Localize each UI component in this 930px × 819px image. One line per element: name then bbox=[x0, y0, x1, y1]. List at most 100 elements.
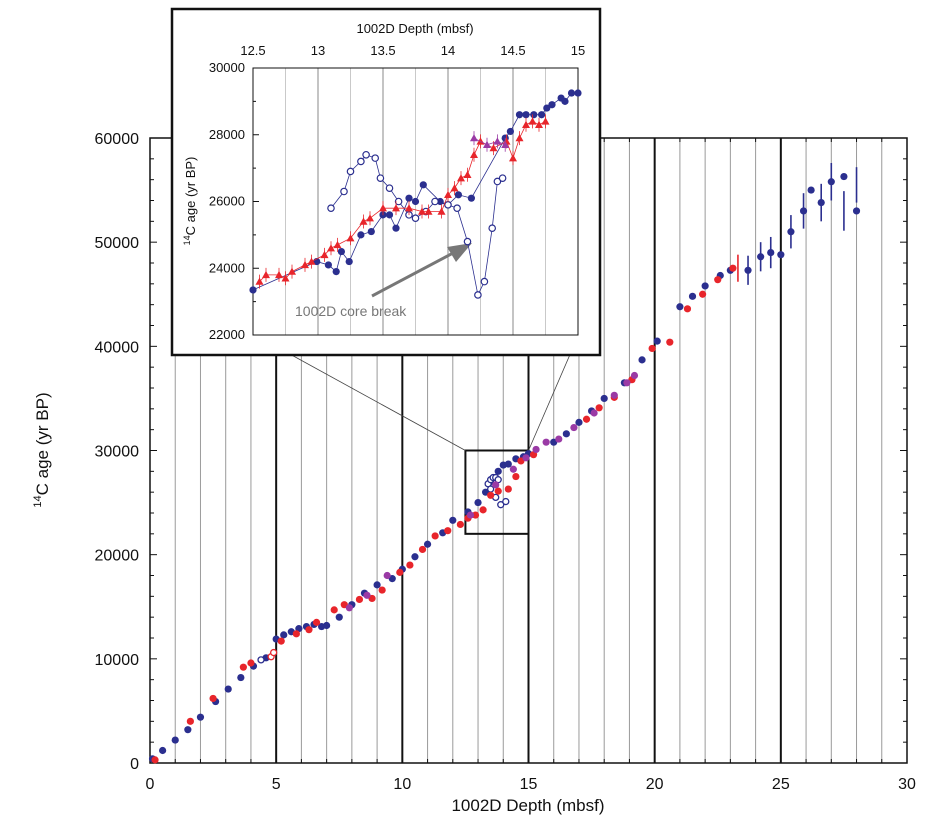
inset-data-point bbox=[337, 247, 345, 256]
data-point bbox=[186, 717, 194, 725]
data-point bbox=[345, 604, 353, 612]
inset-data-point-triangle bbox=[379, 204, 387, 212]
data-point bbox=[522, 454, 530, 462]
inset-data-point-triangle bbox=[522, 120, 530, 128]
inset-y-tick-label: 28000 bbox=[209, 127, 245, 142]
main-x-axis-title: 1002D Depth (mbsf) bbox=[451, 796, 604, 815]
main-x-tick-label: 0 bbox=[146, 776, 155, 793]
inset-data-point-open bbox=[488, 224, 497, 233]
data-point bbox=[487, 491, 495, 499]
inset-x-tick-label: 12.5 bbox=[240, 43, 265, 58]
inset-x-tick-label: 15 bbox=[571, 43, 585, 58]
data-point bbox=[630, 371, 639, 380]
inset-x-tick-label: 14.5 bbox=[500, 43, 525, 58]
inset-x-tick-label: 13.5 bbox=[370, 43, 395, 58]
data-point bbox=[355, 595, 364, 604]
inset-data-point-triangle bbox=[333, 240, 342, 249]
data-point bbox=[474, 498, 482, 507]
inset-series-line bbox=[473, 137, 506, 146]
core-break-arrow bbox=[371, 243, 472, 298]
inset-data-point bbox=[454, 191, 462, 199]
inset-data-point-open bbox=[493, 177, 502, 186]
data-point bbox=[444, 527, 452, 535]
data-point bbox=[494, 487, 502, 495]
data-point bbox=[852, 207, 861, 215]
data-point-open bbox=[497, 501, 505, 509]
data-point bbox=[323, 621, 331, 630]
data-point bbox=[305, 626, 313, 634]
data-point bbox=[431, 532, 439, 540]
data-point bbox=[729, 264, 737, 272]
main-y-tick-label: 40000 bbox=[95, 339, 140, 356]
main-y-tick-label: 20000 bbox=[95, 548, 140, 565]
inset-data-point bbox=[515, 111, 524, 119]
arrow-shaft bbox=[371, 250, 456, 298]
data-point bbox=[509, 465, 517, 473]
inset-data-point-triangle bbox=[418, 207, 426, 215]
inset-data-point-triangle bbox=[444, 190, 452, 199]
inset-data-point-triangle bbox=[528, 117, 537, 125]
inset-data-point bbox=[385, 211, 394, 219]
inset-y-axis-title-text: C age (yr BP) bbox=[183, 157, 198, 236]
main-x-tick-label: 15 bbox=[520, 776, 538, 793]
data-point bbox=[224, 685, 232, 693]
inset-data-point-triangle bbox=[437, 207, 446, 215]
data-point bbox=[653, 337, 661, 345]
inset-data-point-triangle bbox=[307, 257, 316, 265]
inset-data-point bbox=[538, 111, 546, 119]
data-point bbox=[777, 251, 785, 259]
inset-data-point-triangle bbox=[255, 277, 264, 285]
data-point bbox=[532, 445, 540, 454]
data-point bbox=[209, 694, 217, 703]
inset-data-point-triangle bbox=[470, 134, 478, 142]
inset-data-point-open bbox=[480, 277, 489, 286]
data-point bbox=[237, 673, 245, 682]
inset-y-axis-title: 14C age (yr BP) bbox=[182, 157, 198, 246]
data-point bbox=[396, 568, 404, 576]
inset-data-point-triangle bbox=[346, 234, 355, 242]
data-point bbox=[196, 713, 205, 721]
inset-data-point bbox=[467, 194, 475, 202]
data-point bbox=[570, 423, 578, 432]
inset-data-point-triangle bbox=[535, 120, 543, 128]
data-point bbox=[701, 282, 709, 290]
main-y-tick-label: 10000 bbox=[95, 652, 140, 669]
inset-data-point-open bbox=[385, 184, 394, 192]
data-point bbox=[676, 303, 684, 311]
main-data-points bbox=[148, 163, 861, 764]
inset-data-point-open bbox=[357, 157, 365, 166]
inset-data-point-open bbox=[453, 204, 461, 212]
data-point bbox=[159, 746, 167, 755]
inset-data-point-open bbox=[394, 197, 403, 206]
inset-x-axis-title: 1002D Depth (mbsf) bbox=[356, 21, 473, 36]
inset-data-point-triangle bbox=[301, 260, 309, 269]
data-point bbox=[456, 520, 464, 529]
data-point bbox=[562, 430, 570, 438]
inset-data-point-triangle bbox=[281, 274, 290, 282]
inset-data-point-open bbox=[327, 204, 335, 212]
data-point bbox=[494, 467, 502, 475]
data-point bbox=[312, 618, 321, 626]
inset-data-point bbox=[249, 286, 257, 294]
inset-data-point-open bbox=[346, 167, 355, 176]
zoom-box-rect bbox=[464, 449, 530, 535]
data-point bbox=[610, 391, 618, 399]
data-point bbox=[840, 172, 848, 181]
main-y-axis-title-superscript: 14 bbox=[32, 495, 44, 507]
inset-data-point bbox=[574, 89, 582, 97]
data-point bbox=[542, 438, 550, 446]
data-point-open bbox=[502, 497, 510, 506]
data-point bbox=[638, 356, 646, 364]
inset-data-point bbox=[332, 267, 340, 276]
data-point bbox=[466, 511, 475, 519]
inset-x-tick-labels: 12.5 13 13.5 14 14.5 15 bbox=[240, 43, 585, 58]
inset-data-point-triangle bbox=[457, 174, 465, 182]
inset-data-point bbox=[392, 224, 400, 232]
data-point bbox=[504, 485, 512, 493]
data-point bbox=[151, 756, 159, 764]
data-point-open bbox=[257, 656, 265, 664]
inset-data-point bbox=[543, 104, 551, 112]
data-point bbox=[383, 571, 391, 580]
inset-data-point-triangle bbox=[366, 214, 374, 222]
